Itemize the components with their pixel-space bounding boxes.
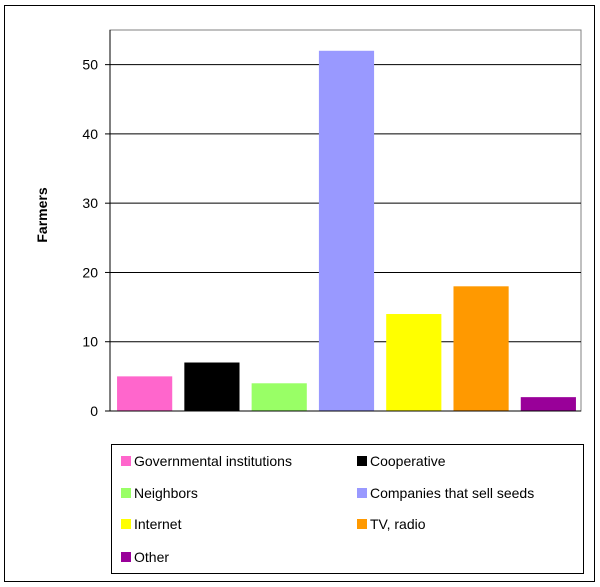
y-tick-label: 10 — [82, 334, 98, 350]
legend: Governmental institutions Cooperative Ne… — [111, 444, 584, 574]
legend-swatch — [121, 519, 131, 530]
legend-swatch — [121, 456, 131, 467]
bars — [117, 50, 576, 411]
legend-label: Other — [134, 549, 170, 565]
legend-label: Cooperative — [370, 453, 446, 469]
legend-swatch — [357, 488, 367, 499]
y-tick-label: 40 — [82, 126, 98, 142]
legend-swatch — [357, 519, 367, 530]
bar-governmental-institutions — [117, 376, 173, 411]
legend-item-internet: Internet — [121, 515, 181, 533]
bar-cooperative — [184, 362, 240, 411]
legend-label: TV, radio — [370, 516, 426, 532]
bar-internet — [386, 314, 442, 411]
bar-other — [520, 397, 576, 411]
y-tick-label: 20 — [82, 264, 98, 280]
legend-item-companies-that-sell-seeds: Companies that sell seeds — [357, 484, 534, 502]
y-tick-label: 0 — [90, 403, 98, 419]
y-axis-ticks: 0 10 20 30 40 50 — [82, 57, 110, 419]
legend-label: Companies that sell seeds — [370, 485, 535, 501]
bar-companies-that-sell-seeds — [318, 50, 375, 411]
y-tick-label: 30 — [82, 195, 98, 211]
legend-swatch — [357, 456, 367, 467]
legend-item-tv-radio: TV, radio — [357, 515, 426, 533]
legend-item-governmental-institutions: Governmental institutions — [121, 452, 292, 470]
legend-label: Internet — [134, 516, 182, 532]
legend-swatch — [121, 552, 131, 563]
legend-item-cooperative: Cooperative — [357, 452, 446, 470]
legend-label: Neighbors — [134, 485, 198, 501]
bar-neighbors — [251, 383, 307, 411]
bar-tv-radio — [453, 286, 509, 411]
legend-item-neighbors: Neighbors — [121, 484, 198, 502]
legend-swatch — [121, 488, 131, 499]
y-tick-label: 50 — [82, 57, 98, 73]
y-axis-label: Farmers — [34, 187, 50, 242]
legend-label: Governmental institutions — [134, 453, 292, 469]
legend-item-other: Other — [121, 548, 169, 566]
